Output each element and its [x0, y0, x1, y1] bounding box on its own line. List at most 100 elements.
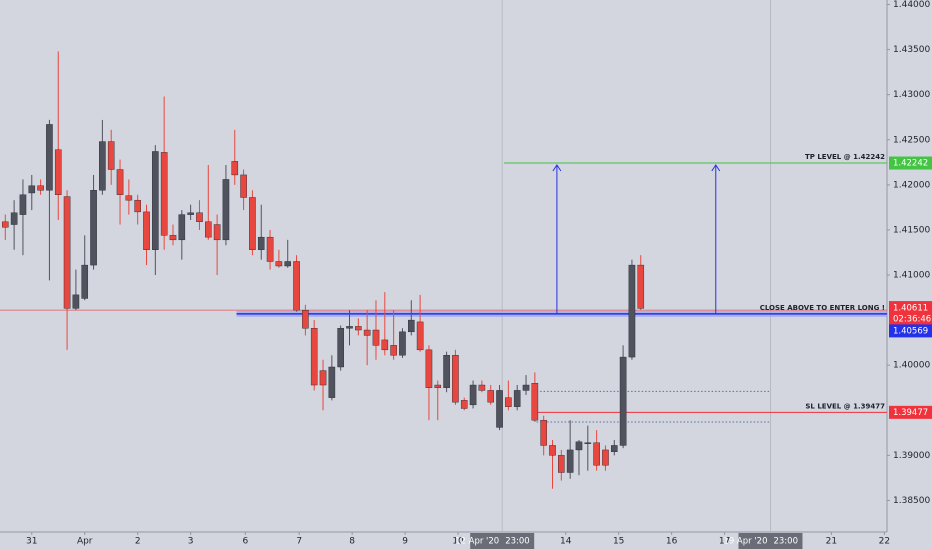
- candle-body: [346, 326, 353, 329]
- candle-body: [302, 309, 309, 329]
- candle-body: [143, 211, 150, 250]
- x-tick-label: 17: [719, 537, 730, 547]
- candle-body: [37, 185, 44, 191]
- x-tick-label: 6: [242, 537, 248, 547]
- candle-body: [566, 449, 574, 473]
- candle-body: [619, 356, 627, 446]
- x-tick-label: 16: [666, 537, 678, 547]
- candle-body: [19, 194, 27, 215]
- y-tick-label: 1.43000: [893, 90, 930, 100]
- x-tick-label: Apr: [77, 537, 93, 547]
- candle-body: [478, 384, 486, 391]
- candle-body: [293, 261, 300, 311]
- candle-body: [584, 442, 592, 444]
- candle-body: [72, 294, 80, 309]
- x-tick-label: 9: [402, 537, 408, 547]
- candle-body: [125, 195, 133, 201]
- candle-body: [443, 355, 450, 388]
- countdown: 02:36:46: [893, 315, 931, 325]
- y-tick-label: 1.43500: [893, 45, 930, 55]
- candle-body: [549, 445, 556, 456]
- x-tick-label: 15: [613, 537, 624, 547]
- x-tick-label: 21: [826, 537, 837, 547]
- candle-body: [558, 455, 565, 473]
- candle-body: [196, 212, 203, 223]
- marker-time: 23:00: [505, 537, 529, 547]
- candle-body: [487, 390, 495, 403]
- candle-body: [240, 174, 247, 198]
- candle-body: [381, 339, 389, 351]
- candle-body: [99, 141, 106, 191]
- candle-body: [160, 152, 168, 236]
- candle-body: [628, 264, 636, 358]
- candle-body: [575, 441, 583, 451]
- candle-body: [363, 329, 371, 336]
- candle-body: [355, 326, 362, 331]
- x-tick-label: 22: [879, 537, 890, 547]
- last-price-tag: 1.40611: [893, 304, 928, 314]
- candle-body: [434, 384, 442, 388]
- candle-body: [337, 328, 344, 368]
- candle-body: [310, 328, 318, 386]
- candle-body: [10, 212, 18, 225]
- candle-body: [610, 445, 618, 452]
- y-tick-label: 1.42000: [893, 180, 930, 190]
- y-tick-label: 1.44000: [893, 0, 930, 10]
- candle-body: [531, 383, 539, 421]
- candle-body: [54, 149, 62, 195]
- candle-body: [496, 390, 503, 428]
- candle-body: [249, 197, 256, 250]
- level-label: CLOSE ABOVE TO ENTER LONG !: [760, 304, 885, 312]
- candle-body: [372, 329, 380, 346]
- marker-box: [470, 533, 535, 549]
- candle-body: [602, 449, 609, 466]
- candle-body: [505, 397, 512, 407]
- candle-body: [328, 366, 336, 398]
- candle-body: [178, 214, 186, 241]
- candle-body: [266, 236, 274, 262]
- y-tick-label: 1.41500: [893, 225, 930, 235]
- sl-tag: 1.39477: [893, 408, 928, 418]
- candle-body: [425, 349, 433, 388]
- x-tick-label: 8: [349, 537, 355, 547]
- candle-body: [452, 355, 459, 403]
- y-tick-label: 1.41000: [893, 271, 930, 281]
- x-tick-label: 14: [560, 537, 572, 547]
- level-label: SL LEVEL @ 1.39477: [805, 402, 885, 410]
- entry-tag-box: [889, 324, 932, 338]
- candle-body: [319, 370, 327, 386]
- candle-body: [205, 221, 212, 238]
- candle-body: [222, 179, 230, 241]
- candle-body: [2, 221, 9, 228]
- candle-body: [134, 199, 141, 213]
- marker-date: 12 Apr '20: [455, 537, 499, 547]
- candle-body: [213, 224, 221, 241]
- candle-body: [169, 235, 177, 241]
- last-price-box: [889, 301, 932, 327]
- y-tick-label: 1.40000: [893, 361, 930, 371]
- y-tick-label: 1.38500: [893, 496, 930, 506]
- candle-body: [46, 124, 53, 191]
- arrow-head: [711, 164, 721, 172]
- candle-body: [28, 185, 36, 194]
- candle-body: [152, 151, 159, 250]
- candle-body: [513, 390, 521, 407]
- arrow-head: [552, 164, 562, 172]
- tp-tag: 1.42242: [893, 159, 928, 169]
- candle-body: [593, 442, 600, 466]
- candle-body: [399, 331, 406, 356]
- x-tick-label: 31: [26, 537, 37, 547]
- candle-body: [231, 161, 239, 176]
- candle-body: [460, 400, 468, 409]
- x-tick-label: 7: [296, 537, 302, 547]
- candle-body: [284, 261, 292, 267]
- x-tick-label: 3: [188, 537, 194, 547]
- candle-body: [107, 141, 115, 170]
- y-tick-label: 1.39000: [893, 451, 930, 461]
- candle-body: [116, 169, 124, 195]
- candle-body: [390, 345, 397, 356]
- candle-body: [637, 264, 645, 309]
